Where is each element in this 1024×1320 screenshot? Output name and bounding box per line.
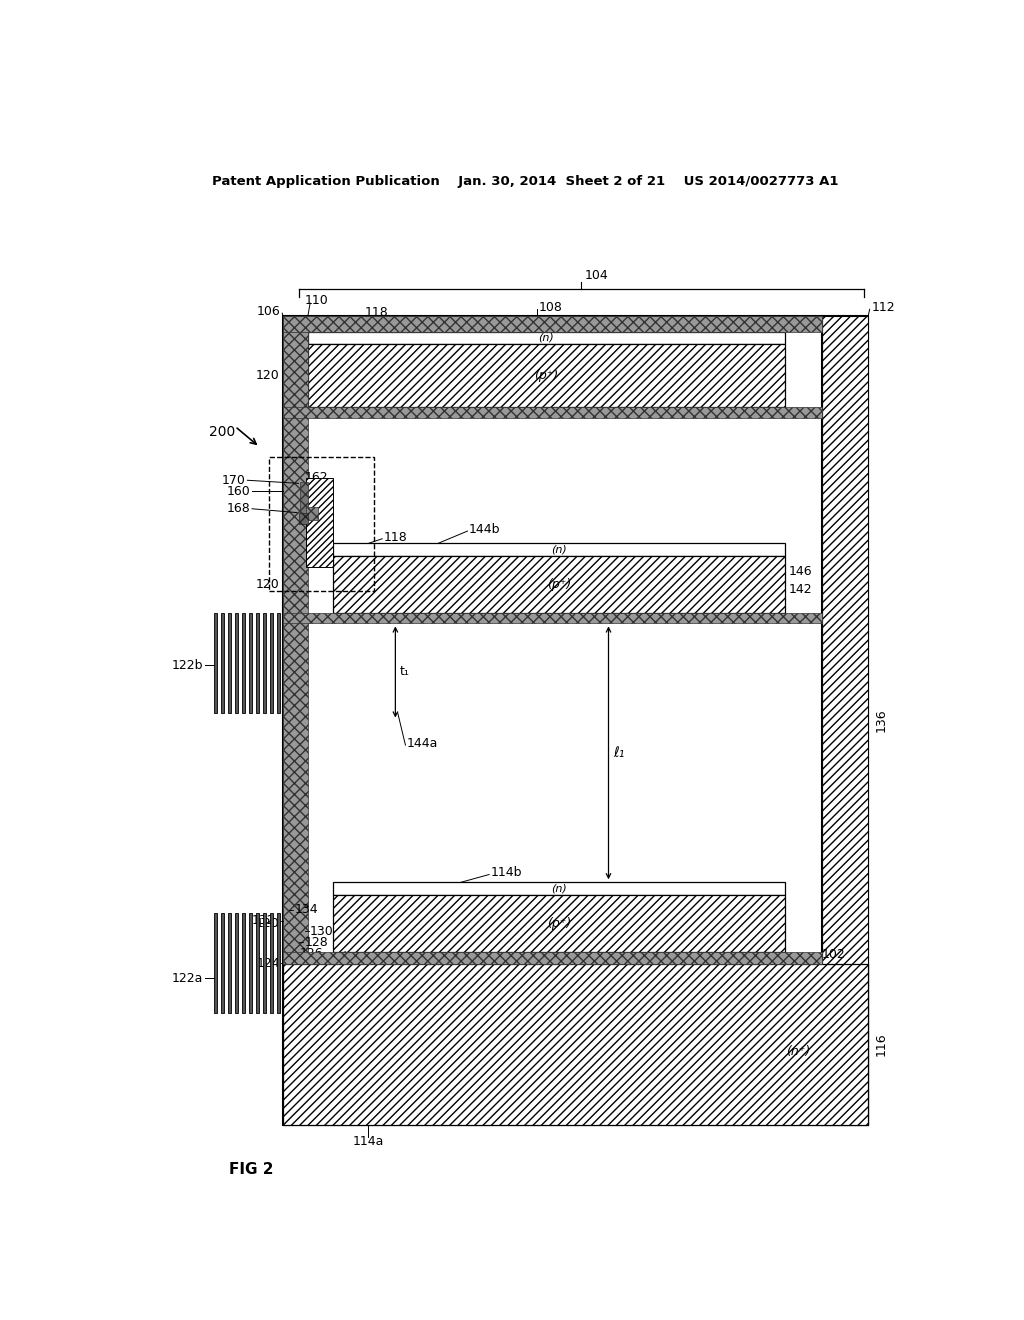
Bar bbox=[234, 612, 238, 713]
Text: ℓ₁: ℓ₁ bbox=[613, 746, 625, 760]
Text: (n): (n) bbox=[551, 545, 567, 554]
Bar bbox=[214, 612, 217, 713]
Text: Patent Application Publication    Jan. 30, 2014  Sheet 2 of 21    US 2014/002777: Patent Application Publication Jan. 30, … bbox=[212, 176, 838, 187]
Text: 136: 136 bbox=[874, 709, 888, 733]
Bar bbox=[300, 482, 308, 516]
Text: 144b: 144b bbox=[469, 523, 501, 536]
Bar bbox=[228, 612, 231, 713]
Bar bbox=[276, 612, 280, 713]
Bar bbox=[334, 895, 785, 952]
Text: (n): (n) bbox=[539, 333, 554, 343]
Text: 162: 162 bbox=[305, 471, 329, 484]
Text: 114b: 114b bbox=[490, 866, 522, 879]
Bar bbox=[334, 882, 785, 895]
Text: 128: 128 bbox=[305, 936, 329, 949]
Bar bbox=[283, 407, 821, 418]
Text: (n): (n) bbox=[551, 883, 567, 894]
Text: 114a: 114a bbox=[352, 1135, 384, 1148]
Text: 108: 108 bbox=[539, 301, 562, 314]
Text: 120: 120 bbox=[255, 578, 280, 591]
Bar bbox=[308, 331, 785, 345]
Bar bbox=[221, 913, 224, 1014]
Text: 118: 118 bbox=[365, 306, 388, 319]
Bar bbox=[299, 512, 308, 524]
Bar bbox=[249, 913, 252, 1014]
Text: 102: 102 bbox=[821, 948, 846, 961]
Text: 118: 118 bbox=[384, 531, 408, 544]
Bar bbox=[283, 952, 821, 964]
Bar bbox=[221, 612, 224, 713]
Text: (n⁺): (n⁺) bbox=[786, 1045, 811, 1059]
Text: 164: 164 bbox=[306, 499, 330, 511]
Text: 120: 120 bbox=[255, 370, 280, 381]
Bar bbox=[234, 913, 238, 1014]
Text: 118: 118 bbox=[305, 513, 329, 527]
Bar bbox=[249, 612, 252, 713]
Text: FIG 2: FIG 2 bbox=[228, 1162, 273, 1177]
Text: 134: 134 bbox=[295, 903, 318, 916]
Text: t₁: t₁ bbox=[399, 665, 410, 678]
Text: 126: 126 bbox=[300, 946, 324, 960]
Bar bbox=[283, 331, 308, 1125]
Bar bbox=[306, 507, 317, 520]
Bar bbox=[256, 612, 259, 713]
Bar bbox=[821, 317, 868, 1125]
Bar bbox=[283, 317, 821, 331]
Text: 160: 160 bbox=[226, 484, 251, 498]
Bar bbox=[270, 612, 273, 713]
Text: 130: 130 bbox=[310, 925, 334, 939]
Text: 170: 170 bbox=[222, 474, 246, 487]
Bar bbox=[283, 612, 821, 623]
Text: 142: 142 bbox=[790, 583, 813, 597]
Text: 200: 200 bbox=[209, 425, 236, 438]
Text: 116: 116 bbox=[874, 1032, 888, 1056]
Bar bbox=[283, 964, 868, 1125]
Bar bbox=[214, 913, 217, 1014]
Bar bbox=[334, 544, 785, 556]
Text: (p⁺): (p⁺) bbox=[547, 578, 571, 591]
Text: 110: 110 bbox=[305, 294, 329, 308]
Bar bbox=[308, 345, 785, 407]
Text: 122a: 122a bbox=[172, 972, 203, 985]
Text: 106: 106 bbox=[257, 305, 281, 318]
Text: 104: 104 bbox=[585, 269, 608, 282]
Bar bbox=[242, 612, 245, 713]
Text: 132: 132 bbox=[252, 915, 275, 927]
Text: 124: 124 bbox=[256, 957, 280, 970]
Bar bbox=[263, 913, 266, 1014]
Bar bbox=[276, 913, 280, 1014]
Text: 120: 120 bbox=[255, 916, 280, 929]
Text: 146: 146 bbox=[790, 565, 813, 578]
Bar bbox=[283, 317, 868, 1125]
Text: (p⁺): (p⁺) bbox=[547, 916, 571, 929]
Text: 168: 168 bbox=[226, 502, 251, 515]
Text: (p⁺): (p⁺) bbox=[535, 370, 559, 381]
Bar bbox=[334, 556, 785, 612]
Text: 144a: 144a bbox=[407, 737, 438, 750]
Bar bbox=[306, 478, 334, 566]
Text: 112: 112 bbox=[871, 301, 895, 314]
Bar bbox=[256, 913, 259, 1014]
Text: 122b: 122b bbox=[172, 659, 203, 672]
Text: 118: 118 bbox=[356, 961, 380, 974]
Bar bbox=[270, 913, 273, 1014]
Bar bbox=[242, 913, 245, 1014]
Text: 166: 166 bbox=[306, 484, 330, 498]
Bar bbox=[228, 913, 231, 1014]
Bar bbox=[263, 612, 266, 713]
